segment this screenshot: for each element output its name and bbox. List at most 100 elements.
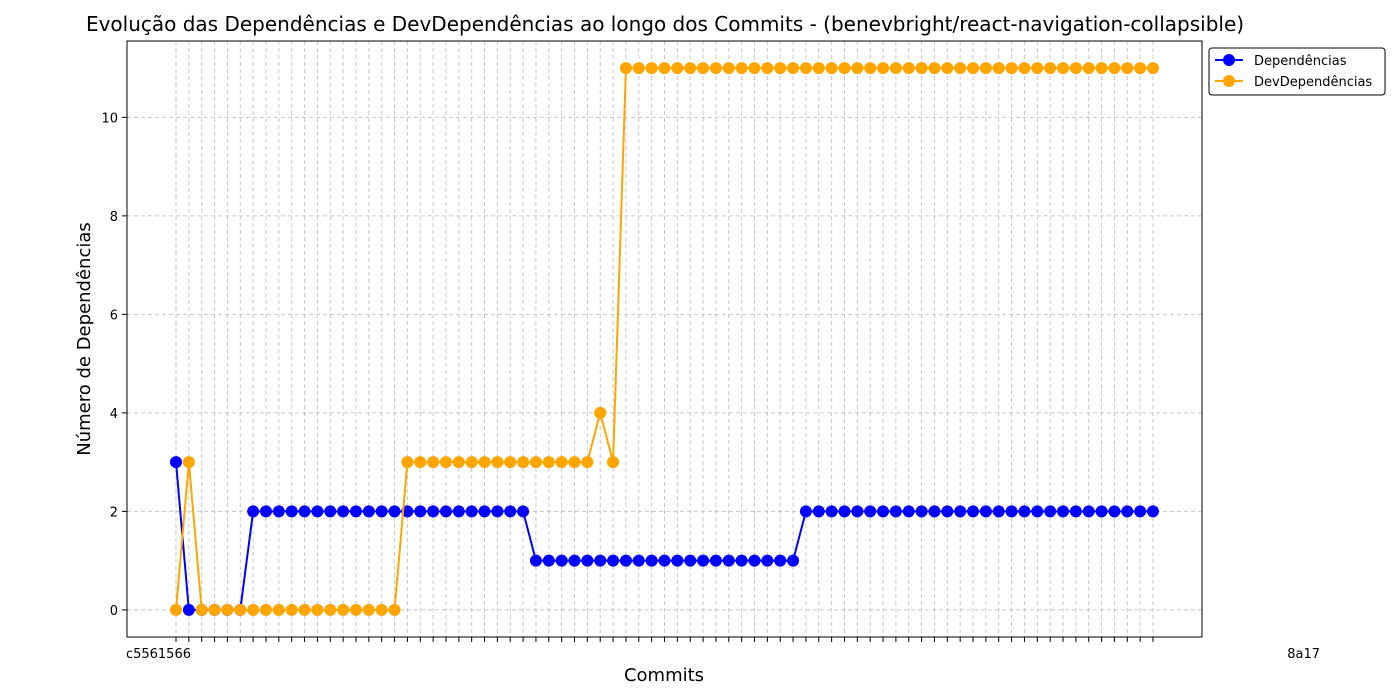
data-point-0 <box>633 555 645 567</box>
data-point-1 <box>209 604 221 616</box>
y-tick-label: 10 <box>101 111 118 126</box>
data-point-1 <box>864 62 876 74</box>
data-point-0 <box>646 555 658 567</box>
data-point-0 <box>620 555 632 567</box>
data-point-0 <box>980 505 992 517</box>
data-point-0 <box>273 505 285 517</box>
y-tick-label: 0 <box>110 604 118 619</box>
x-axis-ticks: c5561566 8a17 <box>126 637 1320 662</box>
data-point-1 <box>453 456 465 468</box>
data-point-0 <box>376 505 388 517</box>
data-point-1 <box>247 604 259 616</box>
data-point-0 <box>170 456 182 468</box>
data-point-0 <box>517 505 529 517</box>
data-point-0 <box>530 555 542 567</box>
data-point-0 <box>260 505 272 517</box>
data-point-1 <box>993 62 1005 74</box>
y-tick-label: 2 <box>110 505 118 520</box>
data-point-1 <box>299 604 311 616</box>
data-point-0 <box>607 555 619 567</box>
data-point-1 <box>1044 62 1056 74</box>
data-point-1 <box>1031 62 1043 74</box>
x-axis-label: Commits <box>624 665 704 686</box>
data-point-1 <box>479 456 491 468</box>
data-point-0 <box>556 555 568 567</box>
data-point-0 <box>337 505 349 517</box>
legend-label-devdependencias: DevDependências <box>1254 75 1372 90</box>
data-point-0 <box>389 505 401 517</box>
data-point-1 <box>337 604 349 616</box>
data-point-1 <box>813 62 825 74</box>
data-point-0 <box>890 505 902 517</box>
data-point-1 <box>286 604 298 616</box>
data-point-1 <box>671 62 683 74</box>
y-axis-label: Número de Dependências <box>74 222 95 456</box>
legend-label-dependencias: Dependências <box>1254 54 1347 69</box>
data-point-0 <box>967 505 979 517</box>
y-tick-label: 4 <box>110 407 118 422</box>
data-point-1 <box>221 604 233 616</box>
data-point-1 <box>1083 62 1095 74</box>
data-point-1 <box>1096 62 1108 74</box>
data-point-0 <box>183 604 195 616</box>
data-point-1 <box>569 456 581 468</box>
data-point-0 <box>594 555 606 567</box>
y-tick-label: 6 <box>110 308 118 323</box>
data-point-0 <box>1057 505 1069 517</box>
data-point-1 <box>260 604 272 616</box>
legend: Dependências DevDependências <box>1209 48 1385 95</box>
data-point-0 <box>427 505 439 517</box>
data-point-1 <box>543 456 555 468</box>
data-point-0 <box>1096 505 1108 517</box>
data-point-1 <box>787 62 799 74</box>
data-point-0 <box>440 505 452 517</box>
data-point-1 <box>556 456 568 468</box>
data-point-1 <box>1121 62 1133 74</box>
data-point-0 <box>993 505 1005 517</box>
data-point-1 <box>1108 62 1120 74</box>
data-point-1 <box>1018 62 1030 74</box>
data-point-1 <box>1070 62 1082 74</box>
data-point-0 <box>247 505 259 517</box>
data-point-0 <box>1121 505 1133 517</box>
data-point-1 <box>196 604 208 616</box>
data-point-0 <box>903 505 915 517</box>
data-point-0 <box>466 505 478 517</box>
data-point-1 <box>761 62 773 74</box>
data-point-0 <box>1147 505 1159 517</box>
data-point-0 <box>491 505 503 517</box>
x-tick-label: c5561566 <box>126 647 191 662</box>
legend-marker-devdependencias <box>1223 75 1235 87</box>
data-point-0 <box>671 555 683 567</box>
data-point-1 <box>697 62 709 74</box>
data-point-0 <box>1083 505 1095 517</box>
data-point-0 <box>761 555 773 567</box>
data-point-1 <box>659 62 671 74</box>
data-point-1 <box>723 62 735 74</box>
data-point-1 <box>311 604 323 616</box>
data-point-1 <box>774 62 786 74</box>
data-point-1 <box>826 62 838 74</box>
data-point-1 <box>903 62 915 74</box>
data-point-0 <box>350 505 362 517</box>
data-point-0 <box>569 555 581 567</box>
data-point-0 <box>286 505 298 517</box>
data-point-0 <box>800 505 812 517</box>
data-point-1 <box>273 604 285 616</box>
data-point-1 <box>234 604 246 616</box>
data-point-0 <box>864 505 876 517</box>
data-point-0 <box>324 505 336 517</box>
data-point-0 <box>1044 505 1056 517</box>
data-point-1 <box>440 456 452 468</box>
data-point-0 <box>736 555 748 567</box>
data-point-1 <box>1006 62 1018 74</box>
data-point-0 <box>581 555 593 567</box>
grid-lines <box>127 41 1202 637</box>
data-point-1 <box>491 456 503 468</box>
data-point-1 <box>1134 62 1146 74</box>
data-point-1 <box>401 456 413 468</box>
data-point-1 <box>620 62 632 74</box>
data-point-0 <box>1134 505 1146 517</box>
data-point-0 <box>414 505 426 517</box>
